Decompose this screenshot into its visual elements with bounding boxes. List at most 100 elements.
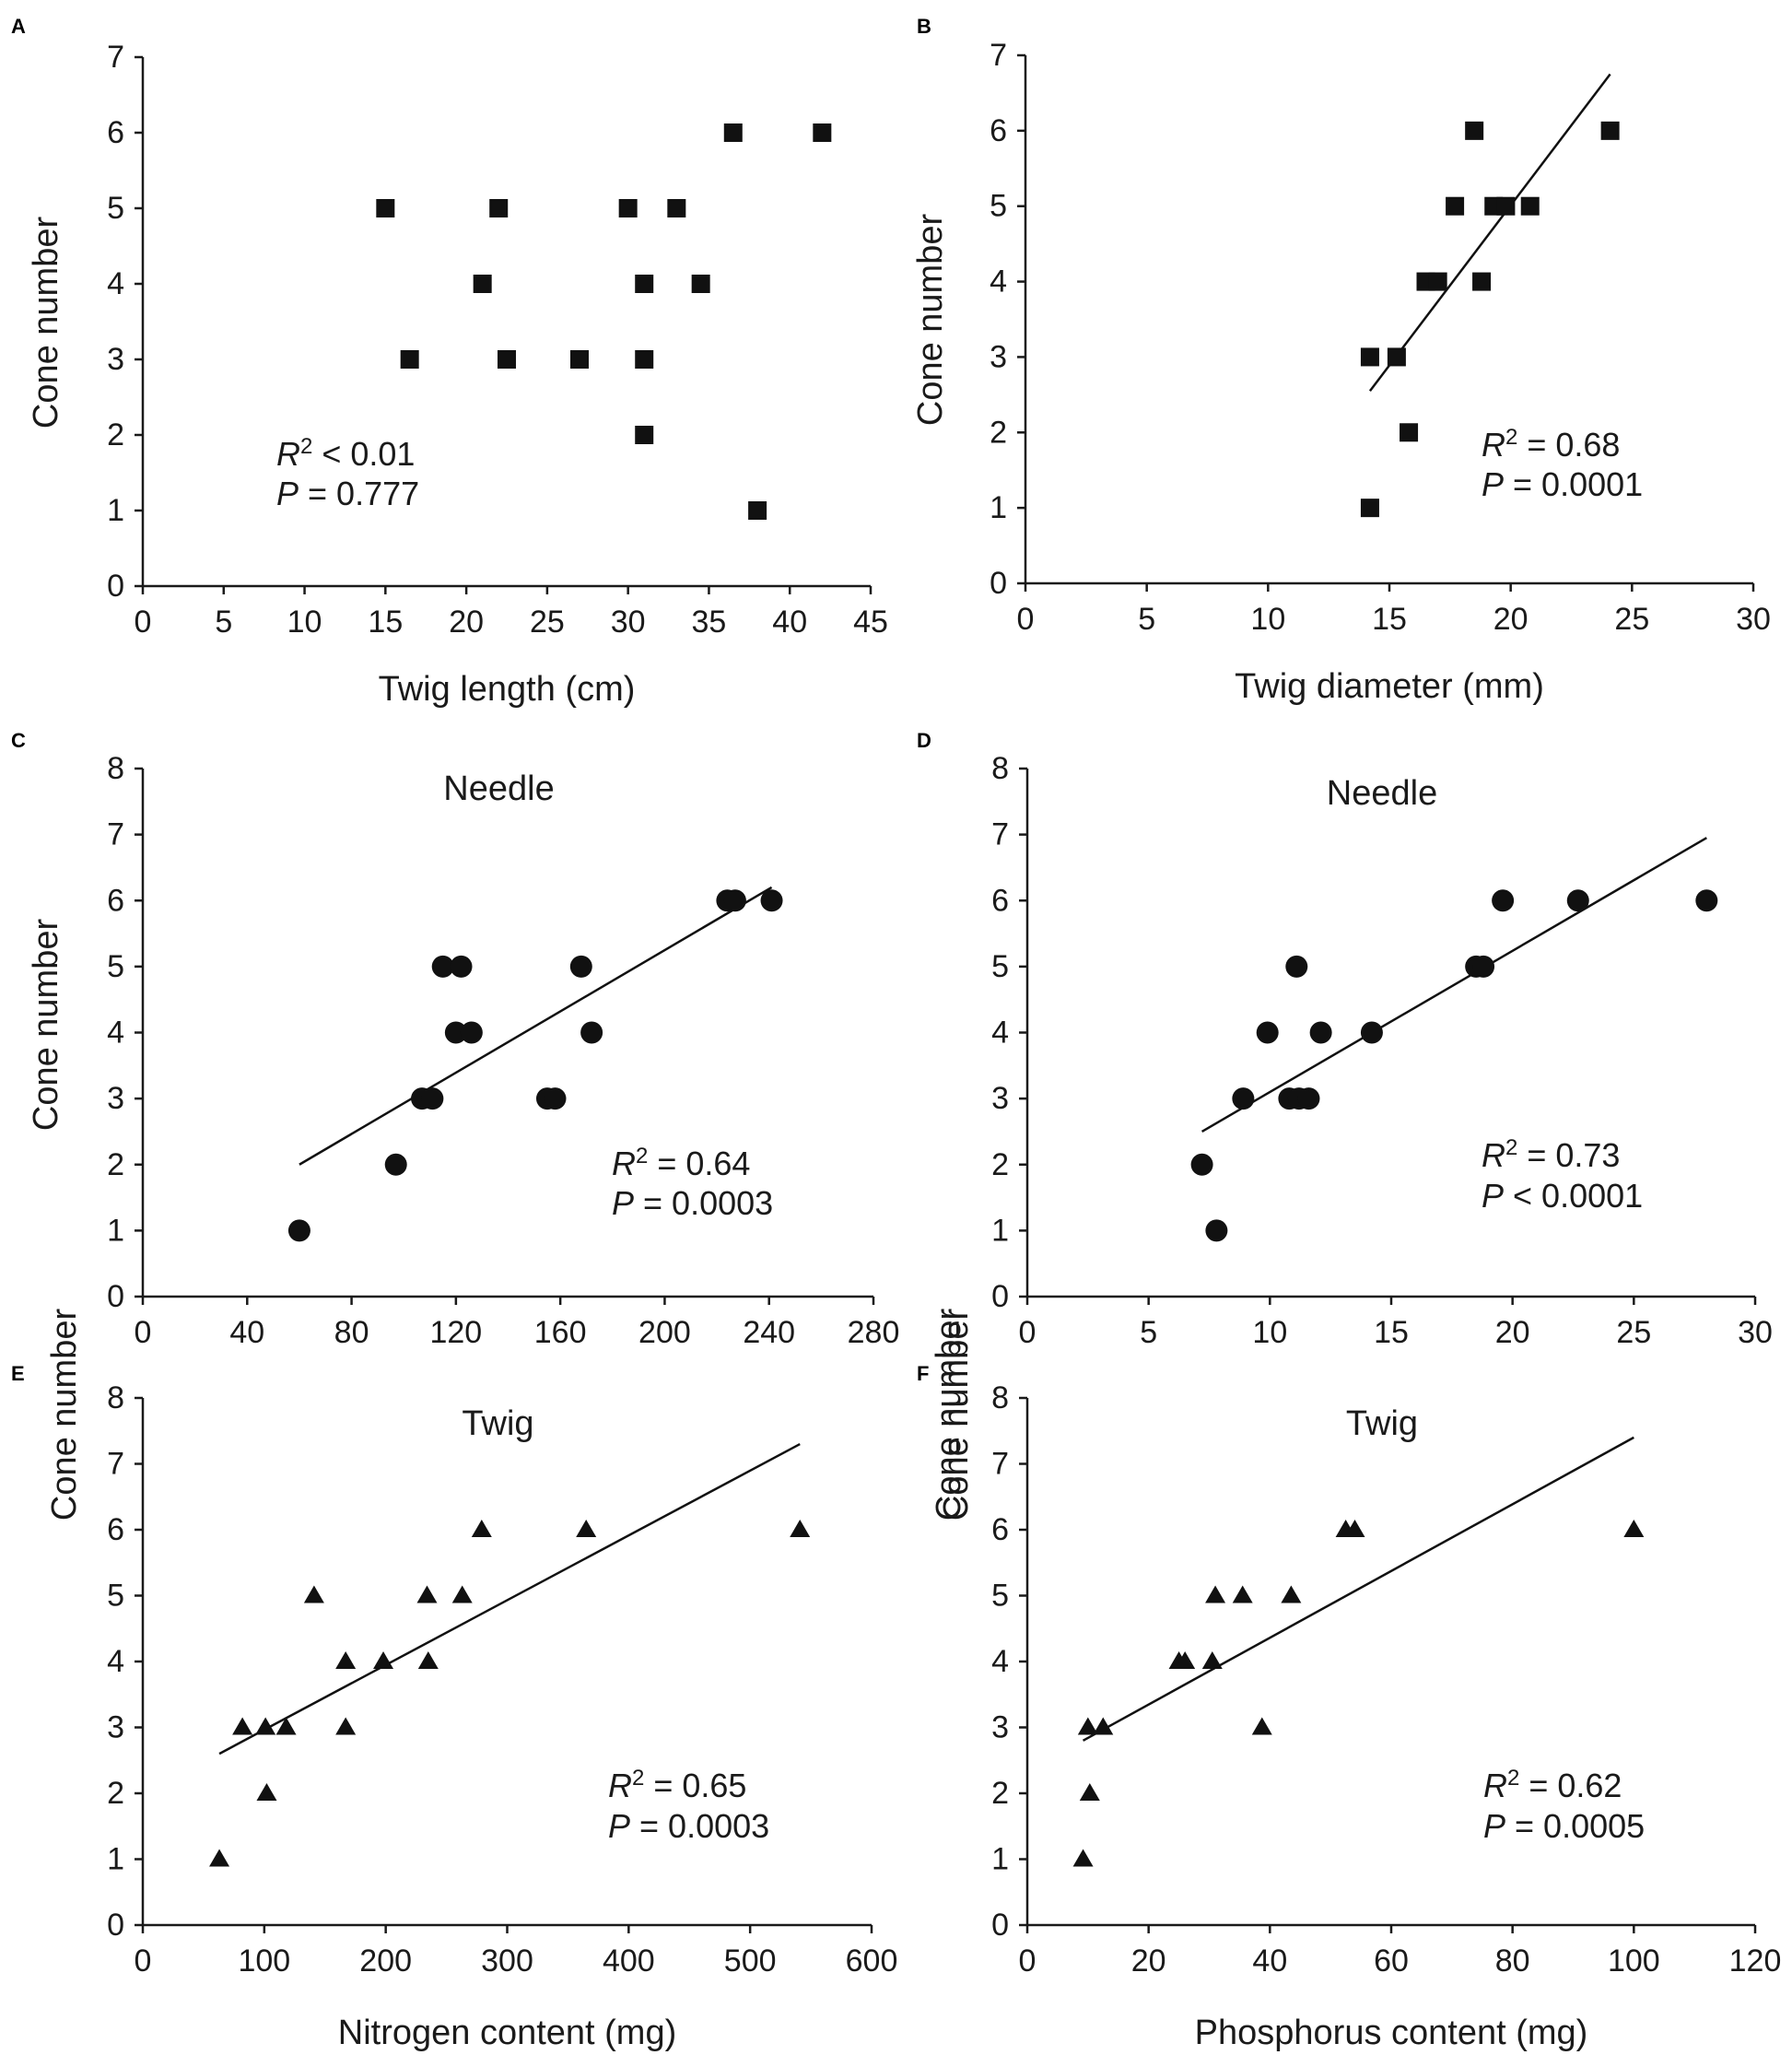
x-axis-title-b: Twig diameter (mm) bbox=[1235, 667, 1544, 706]
x-tick-label-b: 15 bbox=[1372, 602, 1407, 637]
regression-line-c bbox=[299, 886, 773, 1166]
data-point-a bbox=[635, 426, 654, 444]
data-point-f bbox=[1205, 1585, 1226, 1603]
regression-line-d bbox=[1201, 837, 1707, 1133]
y-tick-label-e: 4 bbox=[107, 1644, 124, 1679]
data-point-e bbox=[576, 1520, 597, 1537]
y-tick-label-f: 6 bbox=[991, 1512, 1009, 1547]
y-tick-label-a: 3 bbox=[107, 342, 124, 377]
y-tick-label-a: 6 bbox=[107, 115, 124, 150]
data-point-c bbox=[421, 1087, 444, 1110]
data-point-b bbox=[1446, 196, 1465, 216]
regression-line-e bbox=[218, 1442, 801, 1756]
x-tick-label-e: 500 bbox=[724, 1943, 777, 1979]
y-tick-label-b: 5 bbox=[990, 189, 1007, 224]
y-tick-label-f: 0 bbox=[991, 1908, 1009, 1943]
data-point-f bbox=[1623, 1520, 1645, 1537]
data-point-c bbox=[444, 1021, 467, 1044]
y-tick-label-e: 6 bbox=[107, 1512, 124, 1547]
stat-annotation-c: R2 = 0.64 bbox=[612, 1144, 750, 1183]
y-tick-label-a: 5 bbox=[107, 191, 124, 226]
y-tick-label-a: 0 bbox=[107, 569, 124, 604]
stat-annotation-f: R2 = 0.62 bbox=[1483, 1766, 1622, 1805]
data-point-b bbox=[1428, 272, 1447, 291]
data-point-a bbox=[635, 350, 654, 369]
x-tick-label-a: 40 bbox=[772, 605, 807, 640]
data-point-d bbox=[1472, 955, 1495, 978]
data-point-d bbox=[1256, 1021, 1279, 1044]
x-axis-title-f: Phosphorus content (mg) bbox=[1195, 2014, 1588, 2052]
x-tick-label-c: 280 bbox=[848, 1315, 900, 1350]
y-tick-label-b: 6 bbox=[990, 113, 1007, 148]
y-tick-label-b: 0 bbox=[990, 566, 1007, 601]
y-tick-label-d: 0 bbox=[991, 1279, 1009, 1314]
data-point-e bbox=[471, 1520, 492, 1537]
y-tick-label-f: 2 bbox=[991, 1776, 1009, 1811]
panel-letter-e: E bbox=[11, 1362, 25, 1385]
x-tick-label-f: 100 bbox=[1608, 1943, 1660, 1979]
y-tick-label-c: 0 bbox=[107, 1279, 124, 1314]
x-tick-label-b: 5 bbox=[1138, 602, 1155, 637]
data-point-f bbox=[1232, 1585, 1253, 1603]
x-tick-label-d: 20 bbox=[1495, 1315, 1530, 1350]
data-point-c bbox=[544, 1087, 567, 1110]
data-point-c bbox=[450, 955, 473, 978]
y-axis-title-f: Cone number bbox=[937, 1309, 976, 1521]
data-point-e bbox=[303, 1585, 324, 1603]
y-tick-label-f: 5 bbox=[991, 1579, 1009, 1614]
panel-letter-a: A bbox=[11, 15, 26, 38]
x-tick-label-f: 60 bbox=[1374, 1943, 1409, 1979]
data-point-d bbox=[1232, 1087, 1255, 1110]
x-tick-label-e: 200 bbox=[359, 1943, 412, 1979]
y-tick-label-e: 2 bbox=[107, 1776, 124, 1811]
y-tick-label-a: 1 bbox=[107, 493, 124, 528]
data-point-e bbox=[335, 1717, 357, 1735]
x-tick-label-a: 45 bbox=[853, 605, 888, 640]
data-point-a bbox=[473, 275, 492, 293]
data-point-c bbox=[287, 1219, 310, 1242]
stat-annotation-a: P = 0.777 bbox=[276, 475, 419, 512]
y-tick-label-e: 5 bbox=[107, 1579, 124, 1614]
data-point-a bbox=[618, 199, 638, 217]
x-tick-label-b: 0 bbox=[1017, 602, 1035, 637]
data-point-e bbox=[256, 1783, 277, 1801]
y-tick-label-a: 4 bbox=[107, 266, 124, 301]
data-point-a bbox=[376, 199, 395, 217]
x-tick-label-a: 35 bbox=[692, 605, 727, 640]
y-tick-label-c: 4 bbox=[107, 1016, 124, 1051]
y-tick-label-e: 3 bbox=[107, 1710, 124, 1745]
data-point-d bbox=[1190, 1153, 1213, 1176]
y-tick-label-f: 3 bbox=[991, 1710, 1009, 1745]
data-point-a bbox=[489, 199, 509, 217]
x-tick-label-b: 10 bbox=[1250, 602, 1285, 637]
data-point-e bbox=[373, 1651, 394, 1669]
panel-title-d: Needle bbox=[1327, 774, 1437, 813]
data-point-b bbox=[1465, 121, 1484, 140]
data-point-a bbox=[748, 501, 767, 520]
x-tick-label-f: 20 bbox=[1131, 1943, 1166, 1979]
data-point-a bbox=[498, 350, 516, 369]
x-tick-label-c: 40 bbox=[229, 1315, 264, 1350]
x-tick-label-a: 20 bbox=[449, 605, 484, 640]
x-tick-label-e: 100 bbox=[238, 1943, 290, 1979]
y-tick-label-a: 2 bbox=[107, 417, 124, 452]
x-tick-label-c: 160 bbox=[534, 1315, 587, 1350]
regression-line-f bbox=[1082, 1436, 1634, 1742]
y-tick-label-d: 8 bbox=[991, 751, 1009, 786]
x-tick-label-a: 15 bbox=[368, 605, 403, 640]
data-point-c bbox=[723, 889, 746, 912]
y-tick-label-b: 2 bbox=[990, 415, 1007, 450]
y-tick-label-a: 7 bbox=[107, 40, 124, 75]
x-tick-label-c: 80 bbox=[334, 1315, 369, 1350]
data-point-e bbox=[275, 1717, 297, 1735]
data-point-e bbox=[232, 1717, 253, 1735]
y-tick-label-c: 7 bbox=[107, 817, 124, 852]
x-tick-label-a: 30 bbox=[611, 605, 646, 640]
x-tick-label-e: 600 bbox=[846, 1943, 898, 1979]
data-point-c bbox=[384, 1153, 407, 1176]
x-tick-label-a: 5 bbox=[215, 605, 232, 640]
x-tick-label-d: 0 bbox=[1019, 1315, 1037, 1350]
data-point-a bbox=[813, 123, 832, 142]
x-tick-label-a: 25 bbox=[530, 605, 565, 640]
